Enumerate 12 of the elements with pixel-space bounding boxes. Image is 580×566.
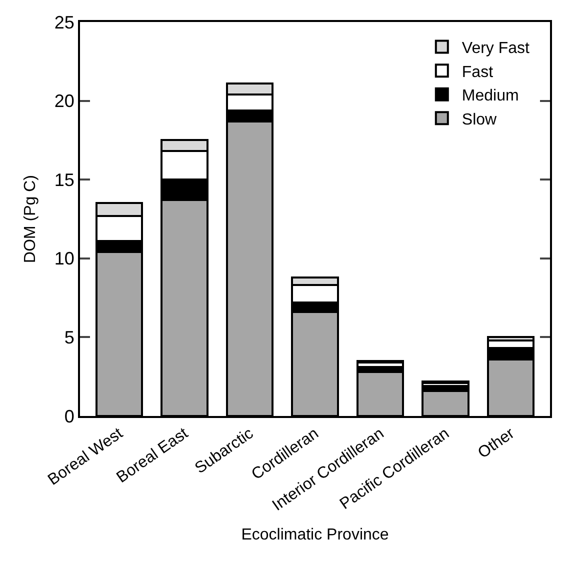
y-tick-label: 10 (54, 248, 74, 269)
y-axis-title: DOM (Pg C) (22, 175, 39, 263)
legend-label: Very Fast (462, 40, 530, 58)
y-tick-label: 0 (64, 406, 74, 426)
legend-label: Slow (462, 111, 498, 128)
y-tick-label: 15 (54, 170, 74, 190)
y-tick-label: 20 (54, 91, 74, 112)
legend-label: Fast (462, 64, 494, 81)
y-tick-label: 5 (64, 328, 74, 348)
x-axis-title: Ecoclimatic Province (241, 526, 389, 544)
legend-label: Medium (462, 88, 519, 105)
y-tick-label: 25 (54, 12, 74, 32)
